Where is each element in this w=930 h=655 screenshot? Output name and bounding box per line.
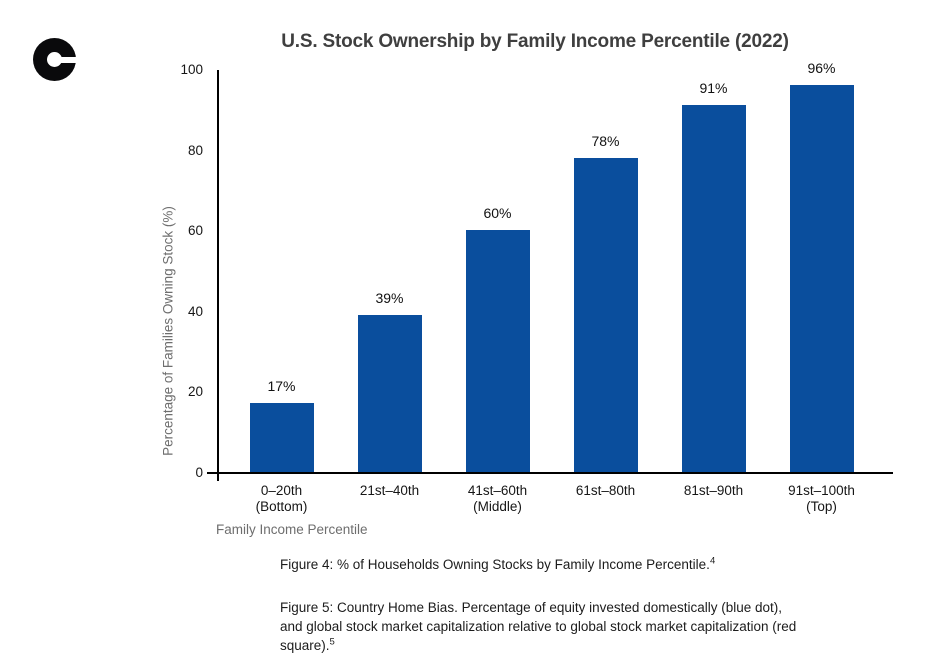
plot-area: 17% 0–20th (Bottom) 39% 21st–40th 60% 41st–60… [180,60,893,514]
chart-title: U.S. Stock Ownership by Family Income Pe… [281,31,789,52]
x-axis-line [207,472,893,474]
y-tick-label: 20 [187,384,203,400]
bar-2 [357,315,422,472]
x-tick-label: 41st–60th (Middle) [467,483,528,514]
x-tick-label: 61st–80th [575,483,636,498]
y-tick-label: 80 [187,142,203,158]
bar-value-label: 60% [483,205,512,221]
figure-4-caption: Figure 4: % of Households Owning Stocks … [280,555,800,574]
figure-5-footnote-ref: 5 [329,636,335,648]
bar-6 [789,85,854,472]
bar-5 [681,105,746,472]
figure-4-footnote-ref: 4 [709,555,716,567]
y-axis-label: Percentage of Families Owning Stock (%) [160,206,176,456]
bar-value-label: 39% [375,290,404,306]
x-tick-label: 81st–90th [683,483,744,498]
bar-4 [573,158,638,472]
figure-5-text: Figure 5: Country Home Bias. Percentage … [280,600,797,653]
figure-5-caption: Figure 5: Country Home Bias. Percentage … [280,598,800,655]
bar-1 [249,403,314,472]
y-tick-label: 100 [180,62,203,77]
y-axis-line [217,70,219,481]
y-tick-label: 40 [187,303,203,319]
coinbase-logo-icon [33,38,76,81]
bar-value-label: 91% [699,80,728,96]
figure-4-text: Figure 4: % of Households Owning Stocks … [280,557,710,572]
x-tick-label: 21st–40th [359,483,420,498]
x-tick-label: 91st–100th (Top) [788,483,855,514]
x-tick-label: 0–20th (Bottom) [255,483,308,514]
x-axis-label: Family Income Percentile [216,522,368,537]
bar-value-label: 96% [807,60,836,76]
y-tick-label: 60 [187,223,203,239]
y-tick-label: 0 [195,465,203,480]
bar-value-label: 78% [591,133,620,149]
bar-3 [465,230,530,472]
bar-value-label: 17% [267,378,296,394]
